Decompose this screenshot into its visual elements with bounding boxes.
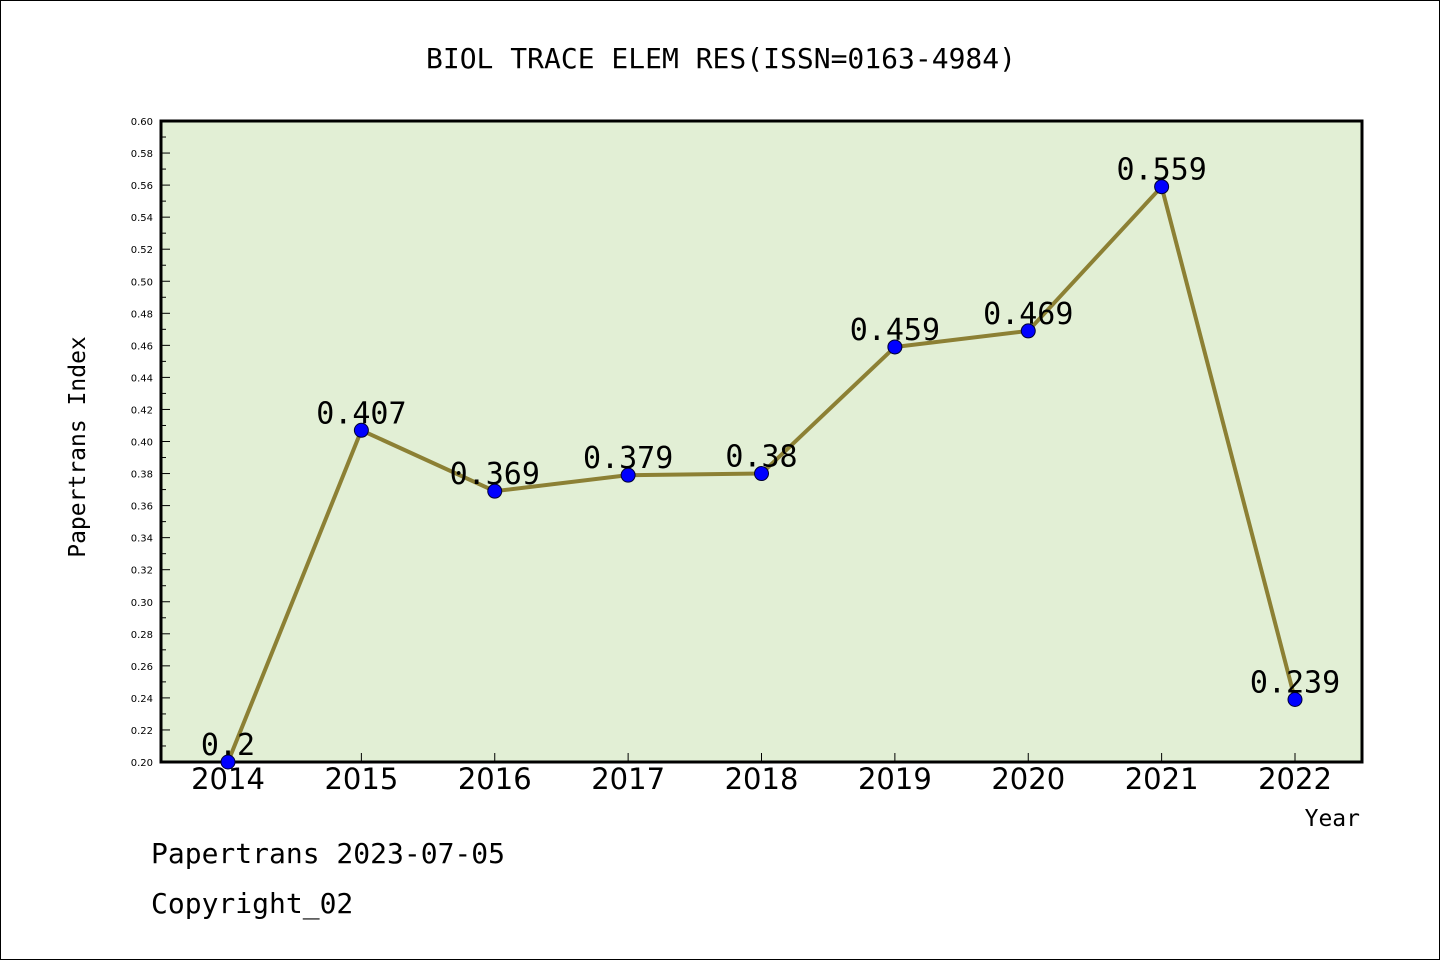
y-axis-title: Papertrans Index [65,336,91,558]
data-value-label: 0.407 [316,396,406,431]
data-markers [220,179,1303,770]
data-point-marker [754,466,769,482]
y-tick-label: 0.22 [131,726,153,737]
x-tick-label: 2020 [991,762,1065,796]
y-tick-label: 0.46 [131,341,153,352]
footer-date: Papertrans 2023-07-05 [151,837,506,870]
x-tick-label: 2017 [591,762,665,796]
x-tick-label: 2021 [1125,762,1199,796]
data-point-marker [887,339,903,355]
data-value-label: 0.469 [983,297,1073,332]
y-tick-label: 0.26 [131,662,153,673]
data-point-marker [620,467,636,483]
x-tick-label: 2015 [324,762,398,796]
data-value-label: 0.239 [1250,666,1340,701]
data-value-label: 0.369 [450,457,540,492]
data-point-marker [1020,323,1036,339]
y-tick-label: 0.54 [131,213,153,224]
data-value-label: 0.559 [1116,153,1206,188]
plot-area [159,119,1364,764]
data-point-marker [220,754,236,770]
x-axis-ticks: 2014 2015 2016 2017 2018 2019 2020 2021 2022 [191,753,1332,796]
data-point-marker [1287,692,1303,708]
x-tick-label: 2016 [458,762,532,796]
chart-title: BIOL TRACE ELEM RES(ISSN=0163-4984) [426,42,1016,75]
data-point-marker [1154,179,1170,195]
data-point-marker [353,422,369,438]
y-tick-label: 0.58 [131,149,153,160]
footer-copyright: Copyright_02 [151,887,354,920]
y-tick-label: 0.24 [131,694,153,705]
y-tick-label: 0.50 [131,277,153,288]
y-tick-label: 0.52 [131,245,153,256]
y-tick-label: 0.34 [131,534,153,545]
x-tick-label: 2019 [858,762,932,796]
y-tick-label: 0.48 [131,309,153,320]
y-tick-label: 0.40 [131,438,153,449]
data-value-label: 0.379 [583,441,673,476]
y-tick-label: 0.44 [131,373,153,384]
y-tick-label: 0.56 [131,181,153,192]
y-axis-ticks: 0.20 0.22 0.24 0.26 0.28 0.30 0.32 0.34 0.36 0.38… [131,117,170,769]
y-tick-label: 0.38 [131,470,153,481]
data-value-label: 0.459 [850,313,940,348]
y-tick-label: 0.42 [131,405,153,416]
x-axis-title: Year [1305,806,1360,832]
y-tick-label: 0.32 [131,566,153,577]
y-tick-label: 0.60 [131,117,153,128]
data-labels: 0.2 0.407 0.369 0.379 0.38 0.459 0.469 0.559 0.2… [201,153,1340,763]
y-tick-label: 0.28 [131,630,153,641]
data-value-label: 0.2 [201,728,255,763]
x-tick-label: 2018 [725,762,799,796]
y-tick-label: 0.36 [131,502,153,513]
y-tick-label: 0.20 [131,758,153,769]
data-value-label: 0.38 [725,440,797,475]
x-tick-label: 2022 [1258,762,1332,796]
data-point-marker [487,483,503,499]
y-tick-label: 0.30 [131,598,153,609]
